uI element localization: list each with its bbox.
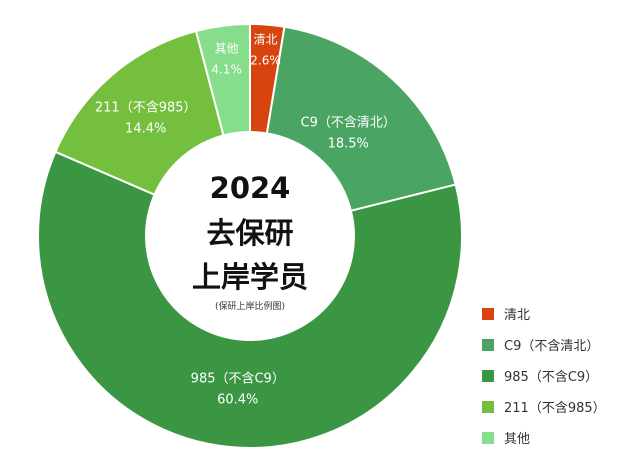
- legend-item-1: C9（不含清北）: [482, 329, 606, 360]
- slice-value-0: 2.6%: [250, 54, 281, 68]
- legend-swatch: [482, 307, 494, 320]
- legend-label: 211（不含985）: [504, 401, 606, 416]
- title-line-year: 2024: [210, 171, 291, 205]
- slice-label-3: 211（不含985）: [95, 100, 197, 116]
- slice-value-2: 60.4%: [217, 392, 258, 407]
- legend-swatch: [482, 369, 494, 382]
- slice-value-1: 18.5%: [328, 136, 369, 151]
- slice-label-0: 清北: [253, 33, 277, 47]
- title-line-3: 上岸学员: [192, 260, 308, 294]
- slice-value-4: 4.1%: [211, 63, 242, 77]
- legend-label: 其他: [504, 432, 531, 447]
- slice-label-2: 985（不含C9）: [191, 370, 285, 386]
- legend-item-0: 清北: [482, 298, 606, 329]
- legend-swatch: [482, 338, 494, 351]
- legend-label: C9（不含清北）: [504, 339, 600, 354]
- legend-label: 985（不含C9）: [504, 370, 599, 385]
- legend-item-3: 211（不含985）: [482, 391, 606, 422]
- legend-item-4: 其他: [482, 422, 606, 453]
- slice-label-1: C9（不含清北）: [301, 114, 396, 130]
- donut-hole: [145, 131, 355, 341]
- chart-title: 2024 去保研 上岸学员: [192, 171, 308, 294]
- legend-item-2: 985（不含C9）: [482, 360, 606, 391]
- chart-subtitle: (保研上岸比例图): [215, 300, 285, 312]
- legend-swatch: [482, 400, 494, 413]
- title-line-2: 去保研: [206, 216, 293, 250]
- slice-labels: 清北 2.6% C9（不含清北） 18.5% 985（不含C9） 60.4% 211（不含9…: [95, 33, 396, 408]
- legend-swatch: [482, 431, 494, 444]
- slice-label-4: 其他: [215, 42, 239, 56]
- slice-value-3: 14.4%: [125, 122, 166, 137]
- legend-label: 清北: [504, 308, 531, 323]
- chart-legend: 清北 C9（不含清北） 985（不含C9） 211（不含985） 其他: [482, 298, 606, 453]
